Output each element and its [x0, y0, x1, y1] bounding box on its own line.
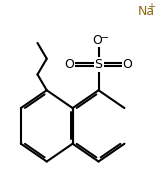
Text: Na: Na — [137, 5, 154, 18]
Text: +: + — [147, 3, 155, 12]
Text: O: O — [123, 58, 133, 71]
Text: O: O — [65, 58, 74, 71]
Text: O: O — [92, 34, 102, 47]
Text: −: − — [101, 33, 109, 43]
Text: S: S — [95, 58, 103, 71]
